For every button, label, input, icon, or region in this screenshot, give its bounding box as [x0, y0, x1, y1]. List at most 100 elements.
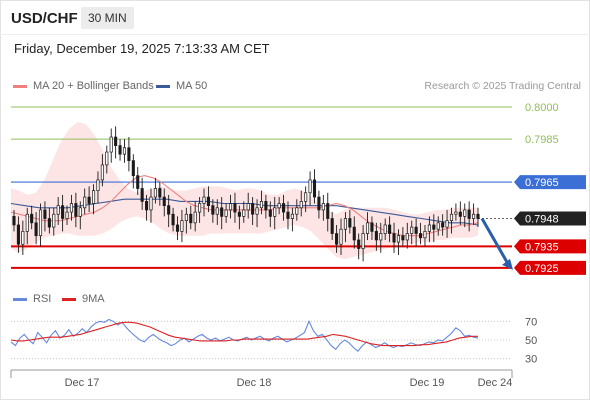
- candle-body: [246, 203, 250, 211]
- candle-body: [339, 228, 343, 245]
- candle-body: [74, 203, 78, 217]
- legend-rsi-label: RSI: [33, 293, 52, 305]
- x-tick-label-3: Dec 24: [478, 377, 513, 389]
- candle-body: [118, 145, 122, 155]
- candle-body: [198, 203, 202, 213]
- timestamp: Friday, December 19, 2025 7:13:33 AM CET: [14, 41, 270, 56]
- x-tick-label-0: Dec 17: [65, 377, 100, 389]
- candle-body: [175, 224, 180, 232]
- projection-arrowhead: [502, 258, 513, 270]
- candle-body: [295, 207, 299, 215]
- candle-body: [136, 175, 140, 189]
- candle-body: [78, 207, 82, 217]
- candle-body: [202, 196, 206, 204]
- candle-body: [122, 147, 127, 155]
- candle-body: [158, 188, 162, 198]
- candle-body: [317, 196, 321, 211]
- candle-body: [330, 218, 334, 234]
- candle-body: [114, 136, 118, 146]
- candle-body: [65, 211, 69, 219]
- price-label-5: 0.7925: [525, 263, 559, 275]
- legend-ma50: MA 50: [156, 80, 207, 92]
- candle-body: [255, 207, 259, 215]
- rsi-swatch: [13, 297, 27, 301]
- price-label-bg-3: [514, 211, 586, 226]
- ma50-swatch: [156, 84, 170, 88]
- price-label-bg-2: [514, 175, 586, 190]
- candle-body: [467, 209, 471, 219]
- rsi-ma-swatch: [62, 297, 76, 301]
- candle-body: [357, 239, 361, 249]
- candle-body: [228, 203, 233, 211]
- candle-body: [419, 233, 423, 239]
- candle-body: [193, 211, 197, 224]
- candle-body: [109, 136, 113, 153]
- candle-body: [21, 231, 25, 245]
- candle-body: [87, 196, 91, 204]
- candle-body: [47, 218, 51, 228]
- candle-body: [374, 231, 378, 241]
- price-label-2: 0.7965: [525, 177, 559, 189]
- candle-body: [348, 218, 352, 228]
- candle-body: [233, 203, 237, 213]
- candle-body: [326, 203, 330, 219]
- candle-body: [388, 224, 392, 234]
- candle-body: [189, 213, 193, 224]
- symbol-title: USD/CHF: [11, 10, 78, 27]
- candle-body: [299, 201, 303, 209]
- candle-body: [145, 201, 149, 211]
- candle-body: [370, 222, 374, 232]
- candle-body: [290, 213, 294, 219]
- candle-body: [220, 207, 224, 217]
- rsi-tick-label-2: 30: [525, 354, 537, 366]
- candle-body: [105, 151, 109, 166]
- candle-body: [224, 209, 228, 217]
- legend-ma20-label: MA 20 + Bollinger Bands: [33, 80, 154, 92]
- candle-body: [16, 224, 20, 245]
- candle-body: [237, 211, 241, 217]
- rsi-tick-label-1: 50: [525, 335, 537, 347]
- candle-body: [463, 209, 467, 217]
- candle-body: [180, 220, 184, 232]
- candle-body: [352, 226, 356, 241]
- candle-body: [167, 205, 171, 215]
- rsi-tick-label-0: 70: [525, 316, 537, 328]
- legend-ma50-label: MA 50: [176, 80, 208, 92]
- candle-body: [410, 226, 414, 234]
- candle-body: [30, 213, 34, 224]
- candle-body: [184, 213, 188, 222]
- candle-body: [436, 222, 440, 230]
- candle-body: [100, 164, 104, 181]
- candle-body: [282, 203, 286, 213]
- ma20-swatch: [13, 84, 27, 88]
- candle-body: [401, 235, 405, 241]
- candle-body: [392, 233, 396, 243]
- candle-body: [441, 222, 445, 228]
- candle-body: [277, 203, 281, 209]
- candle-body: [91, 190, 96, 204]
- candle-body: [38, 209, 43, 237]
- candle-body: [383, 224, 387, 234]
- legend-9ma: 9MA: [62, 293, 105, 305]
- candle-body: [153, 188, 157, 198]
- candle-body: [149, 196, 153, 211]
- candle-body: [251, 203, 255, 215]
- candle-body: [454, 211, 458, 215]
- candle-body: [445, 220, 449, 228]
- candle-body: [171, 213, 175, 226]
- candle-body: [56, 205, 60, 215]
- price-label-1: 0.7985: [525, 134, 559, 146]
- candle-body: [34, 222, 38, 237]
- candle-body: [304, 192, 308, 202]
- bollinger-band: [11, 122, 478, 260]
- candle-body: [458, 211, 462, 217]
- candle-body: [432, 224, 436, 230]
- candle-body: [405, 233, 409, 241]
- candle-body: [43, 209, 47, 219]
- timeframe-button[interactable]: 30 MIN: [81, 7, 134, 29]
- candle-body: [273, 207, 277, 217]
- header-divider: [0, 34, 590, 35]
- price-label-3: 0.7948: [525, 214, 559, 226]
- candle-body: [83, 196, 87, 209]
